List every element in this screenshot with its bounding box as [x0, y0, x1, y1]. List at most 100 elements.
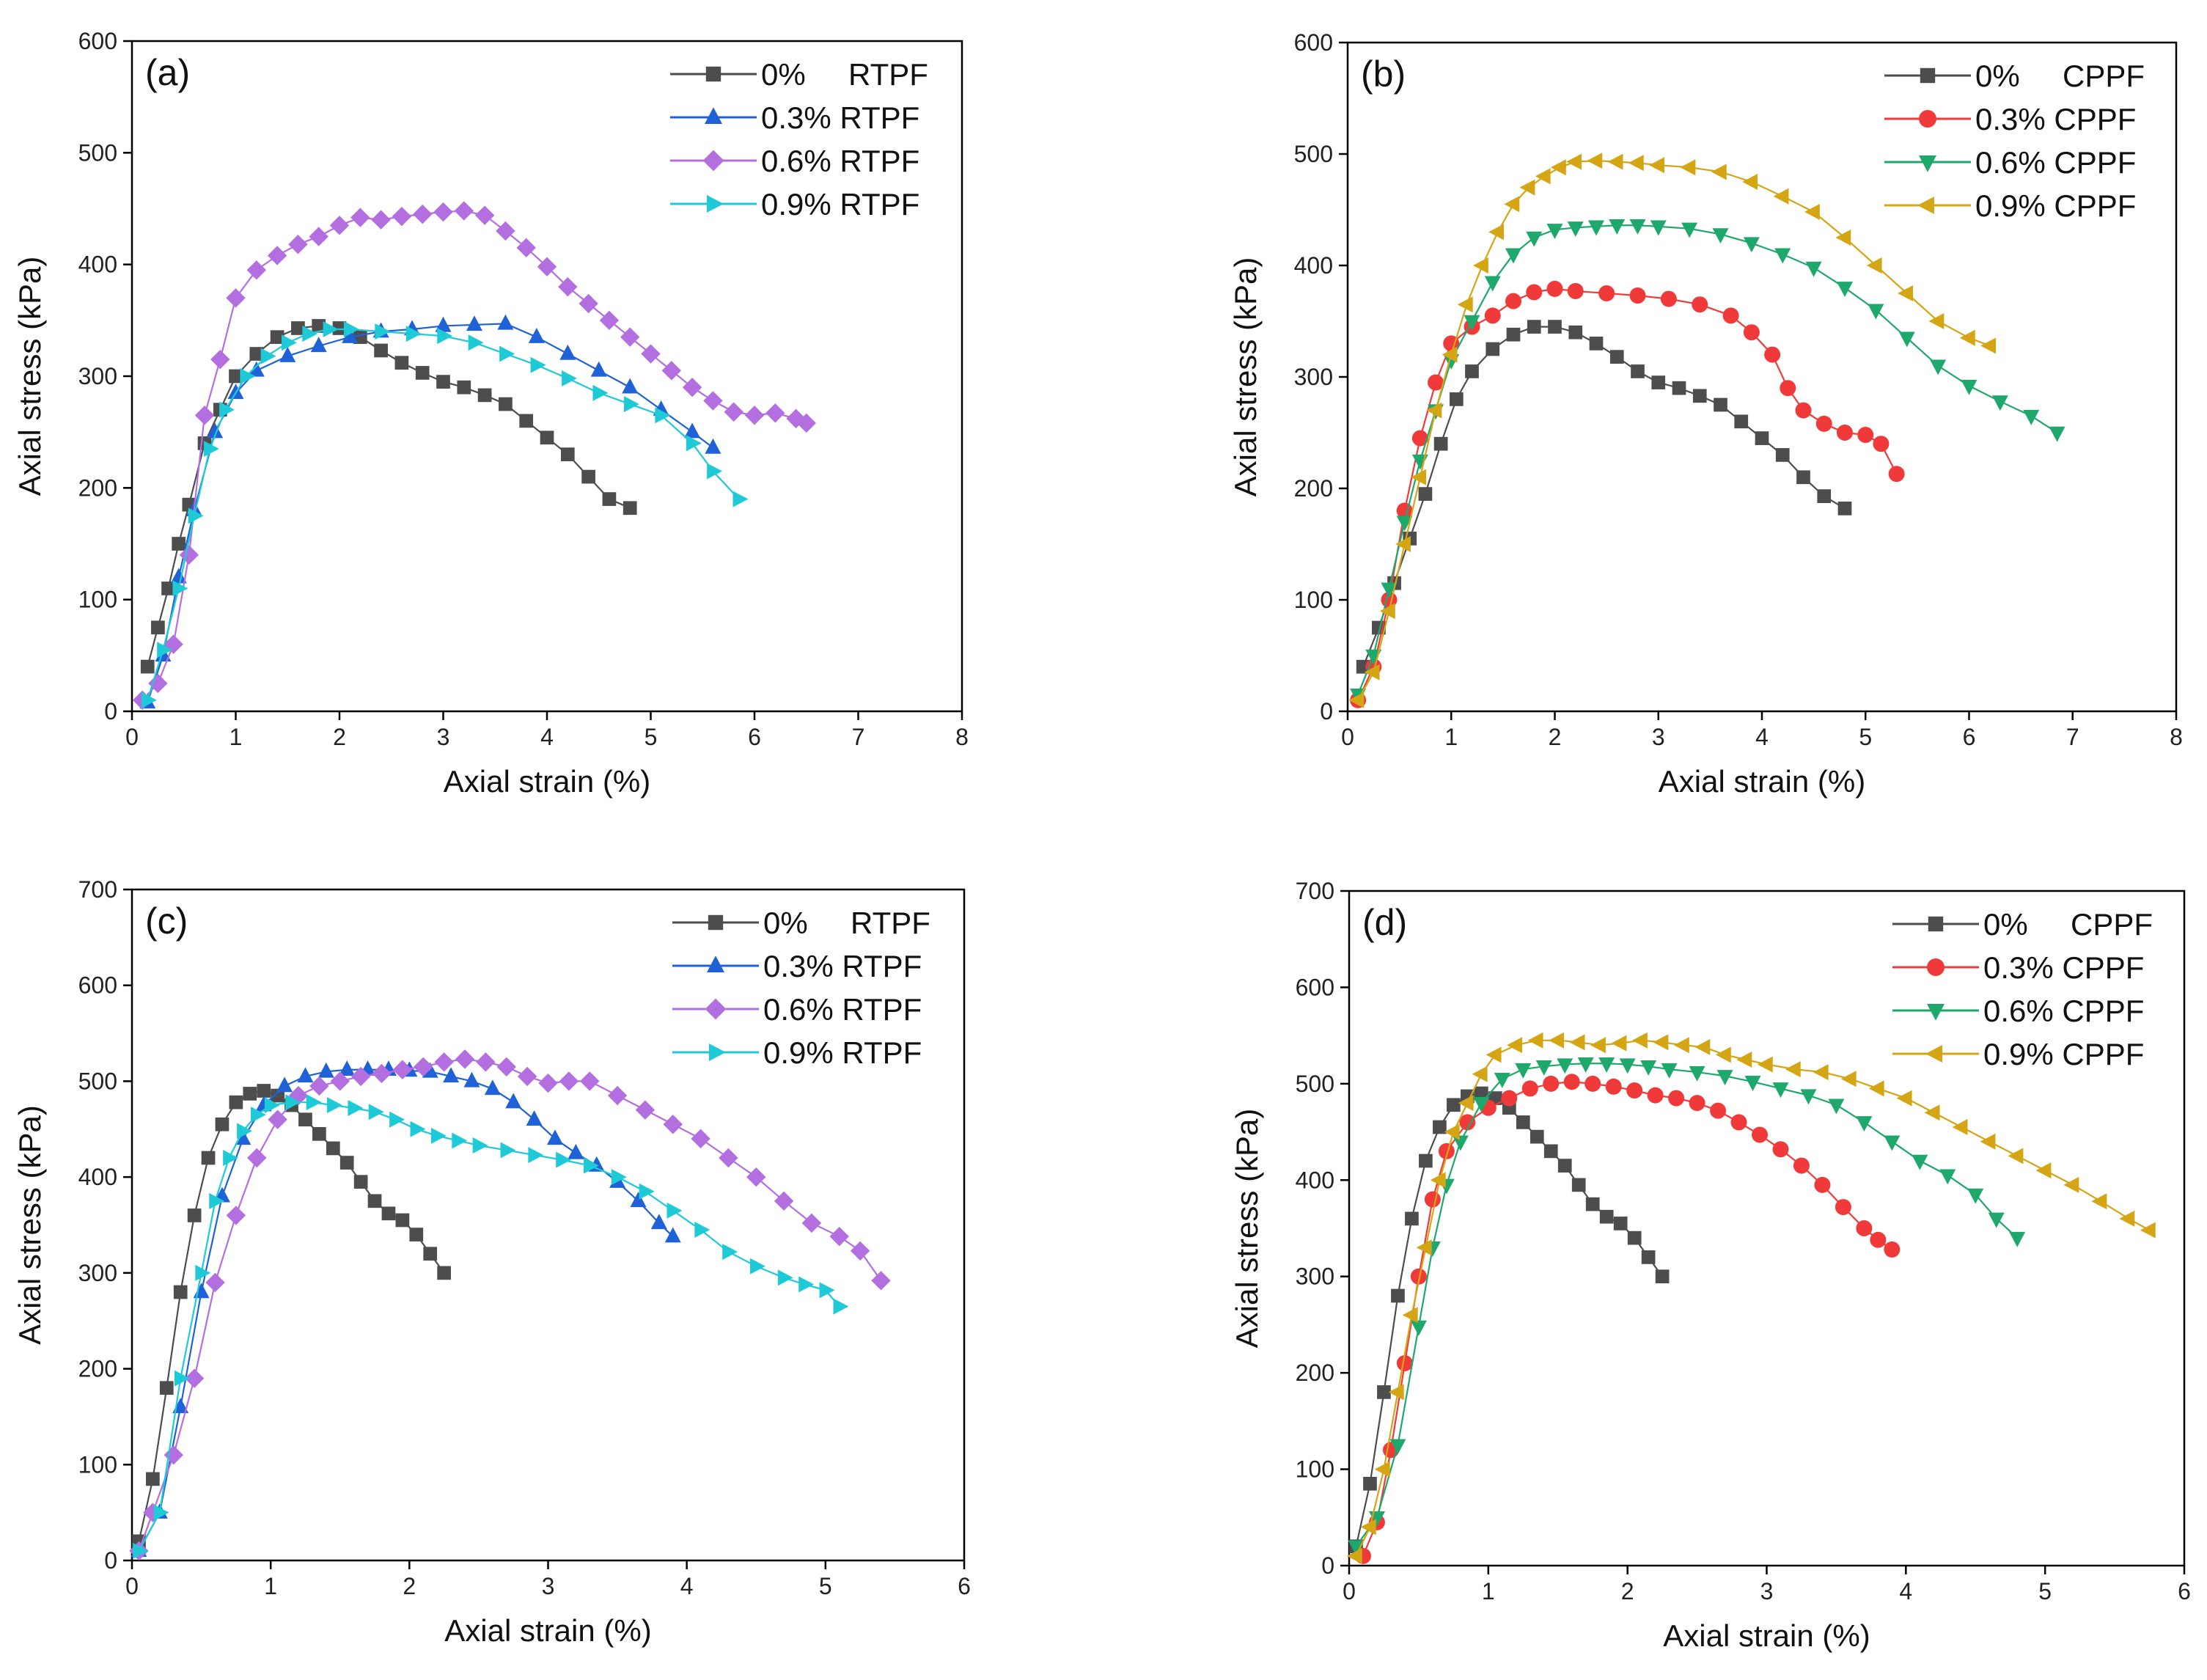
data-point — [1815, 415, 1832, 432]
data-point — [537, 257, 557, 276]
data-point — [1628, 155, 1644, 172]
data-point — [1424, 1191, 1441, 1208]
x-tick-label: 2 — [403, 1573, 416, 1599]
x-tick-label: 5 — [2038, 1578, 2052, 1604]
data-point — [1396, 516, 1413, 532]
data-point — [1795, 402, 1812, 419]
x-tick-label: 6 — [1963, 724, 1976, 750]
data-point — [249, 347, 264, 361]
x-tick-label: 1 — [1482, 1578, 1495, 1604]
legend-item: 0.6% CPPF — [1884, 145, 2136, 180]
data-point — [1449, 392, 1464, 406]
legend-label: 0% RTPF — [763, 906, 930, 940]
data-point — [1472, 1065, 1488, 1082]
legend-label: 0.3% CPPF — [1975, 102, 2136, 136]
data-point — [1692, 296, 1708, 313]
data-point — [353, 1175, 368, 1189]
data-point — [499, 345, 515, 362]
data-point — [422, 1062, 438, 1078]
legend-item: 0.6% RTPF — [672, 992, 922, 1027]
data-point — [590, 361, 607, 377]
data-point — [1402, 1307, 1418, 1324]
data-point — [1930, 359, 1947, 375]
data-point — [1629, 287, 1646, 304]
data-point — [1681, 222, 1698, 238]
data-point — [257, 1084, 271, 1098]
data-point — [516, 238, 536, 258]
data-point — [1689, 1095, 1705, 1112]
data-point — [395, 1213, 410, 1228]
x-axis-title: Axial strain (%) — [444, 1613, 651, 1648]
data-point — [722, 1244, 738, 1261]
data-point — [560, 447, 575, 461]
data-point — [1605, 1078, 1622, 1095]
legend-marker — [1927, 1004, 1945, 1021]
data-point — [1837, 282, 1853, 298]
series-4 — [133, 1094, 849, 1559]
data-point — [332, 321, 347, 335]
y-tick-label: 700 — [1296, 878, 1334, 904]
data-point — [1391, 1288, 1405, 1303]
data-point — [1549, 1032, 1564, 1049]
data-point — [1752, 1126, 1769, 1143]
data-point — [694, 1222, 710, 1239]
data-point — [611, 1169, 627, 1186]
data-point — [1557, 1058, 1573, 1074]
data-point — [765, 403, 785, 423]
legend-marker — [702, 150, 724, 172]
data-point — [454, 201, 474, 221]
data-point — [1898, 331, 1915, 348]
data-point — [367, 1194, 382, 1208]
data-point — [436, 375, 450, 389]
data-point — [1868, 1080, 1884, 1097]
data-point — [1774, 248, 1791, 264]
data-point — [1785, 1061, 1801, 1078]
data-point — [1550, 159, 1566, 176]
x-tick-label: 3 — [437, 724, 450, 750]
data-point — [437, 1266, 451, 1280]
data-point — [339, 1156, 354, 1170]
data-point — [372, 1063, 392, 1084]
data-point — [1609, 350, 1624, 364]
data-point — [1571, 1178, 1586, 1192]
data-point — [1458, 1095, 1474, 1112]
data-point — [309, 227, 328, 246]
data-point — [1395, 536, 1411, 552]
data-point — [1428, 374, 1444, 391]
legend-marker — [1920, 67, 1936, 84]
x-tick-label: 1 — [1444, 724, 1458, 750]
legend-item: 0.3% RTPF — [670, 100, 919, 135]
data-point — [1379, 603, 1395, 620]
legend-label: 0.3% CPPF — [1983, 950, 2144, 985]
legend-label: 0% CPPF — [1983, 907, 2153, 942]
data-point — [1772, 1082, 1789, 1098]
x-tick-label: 5 — [645, 724, 658, 750]
data-point — [1692, 389, 1707, 403]
data-point — [1433, 436, 1448, 451]
data-point — [1939, 1169, 1956, 1185]
data-point — [1742, 174, 1758, 190]
data-point — [1627, 1230, 1642, 1245]
data-point — [1755, 431, 1769, 445]
data-point — [1884, 1135, 1901, 1151]
data-point — [140, 659, 155, 674]
data-point — [1649, 157, 1664, 174]
data-point — [786, 408, 806, 429]
data-point — [2119, 1210, 2135, 1227]
data-point — [1527, 1032, 1543, 1049]
data-point — [1548, 320, 1562, 334]
data-point — [1924, 1104, 1940, 1121]
data-point — [463, 1071, 480, 1087]
legend-marker — [1927, 958, 1945, 976]
data-point — [1632, 1032, 1648, 1049]
legend-label: 0% CPPF — [1975, 59, 2145, 93]
x-axis-title: Axial strain (%) — [1659, 764, 1865, 799]
data-point — [1433, 1120, 1447, 1134]
data-point — [801, 1213, 822, 1233]
y-tick-label: 100 — [78, 587, 117, 613]
data-point — [1442, 346, 1458, 363]
data-point — [374, 343, 388, 358]
legend-label: 0.6% CPPF — [1975, 145, 2136, 180]
data-point — [1568, 325, 1583, 340]
